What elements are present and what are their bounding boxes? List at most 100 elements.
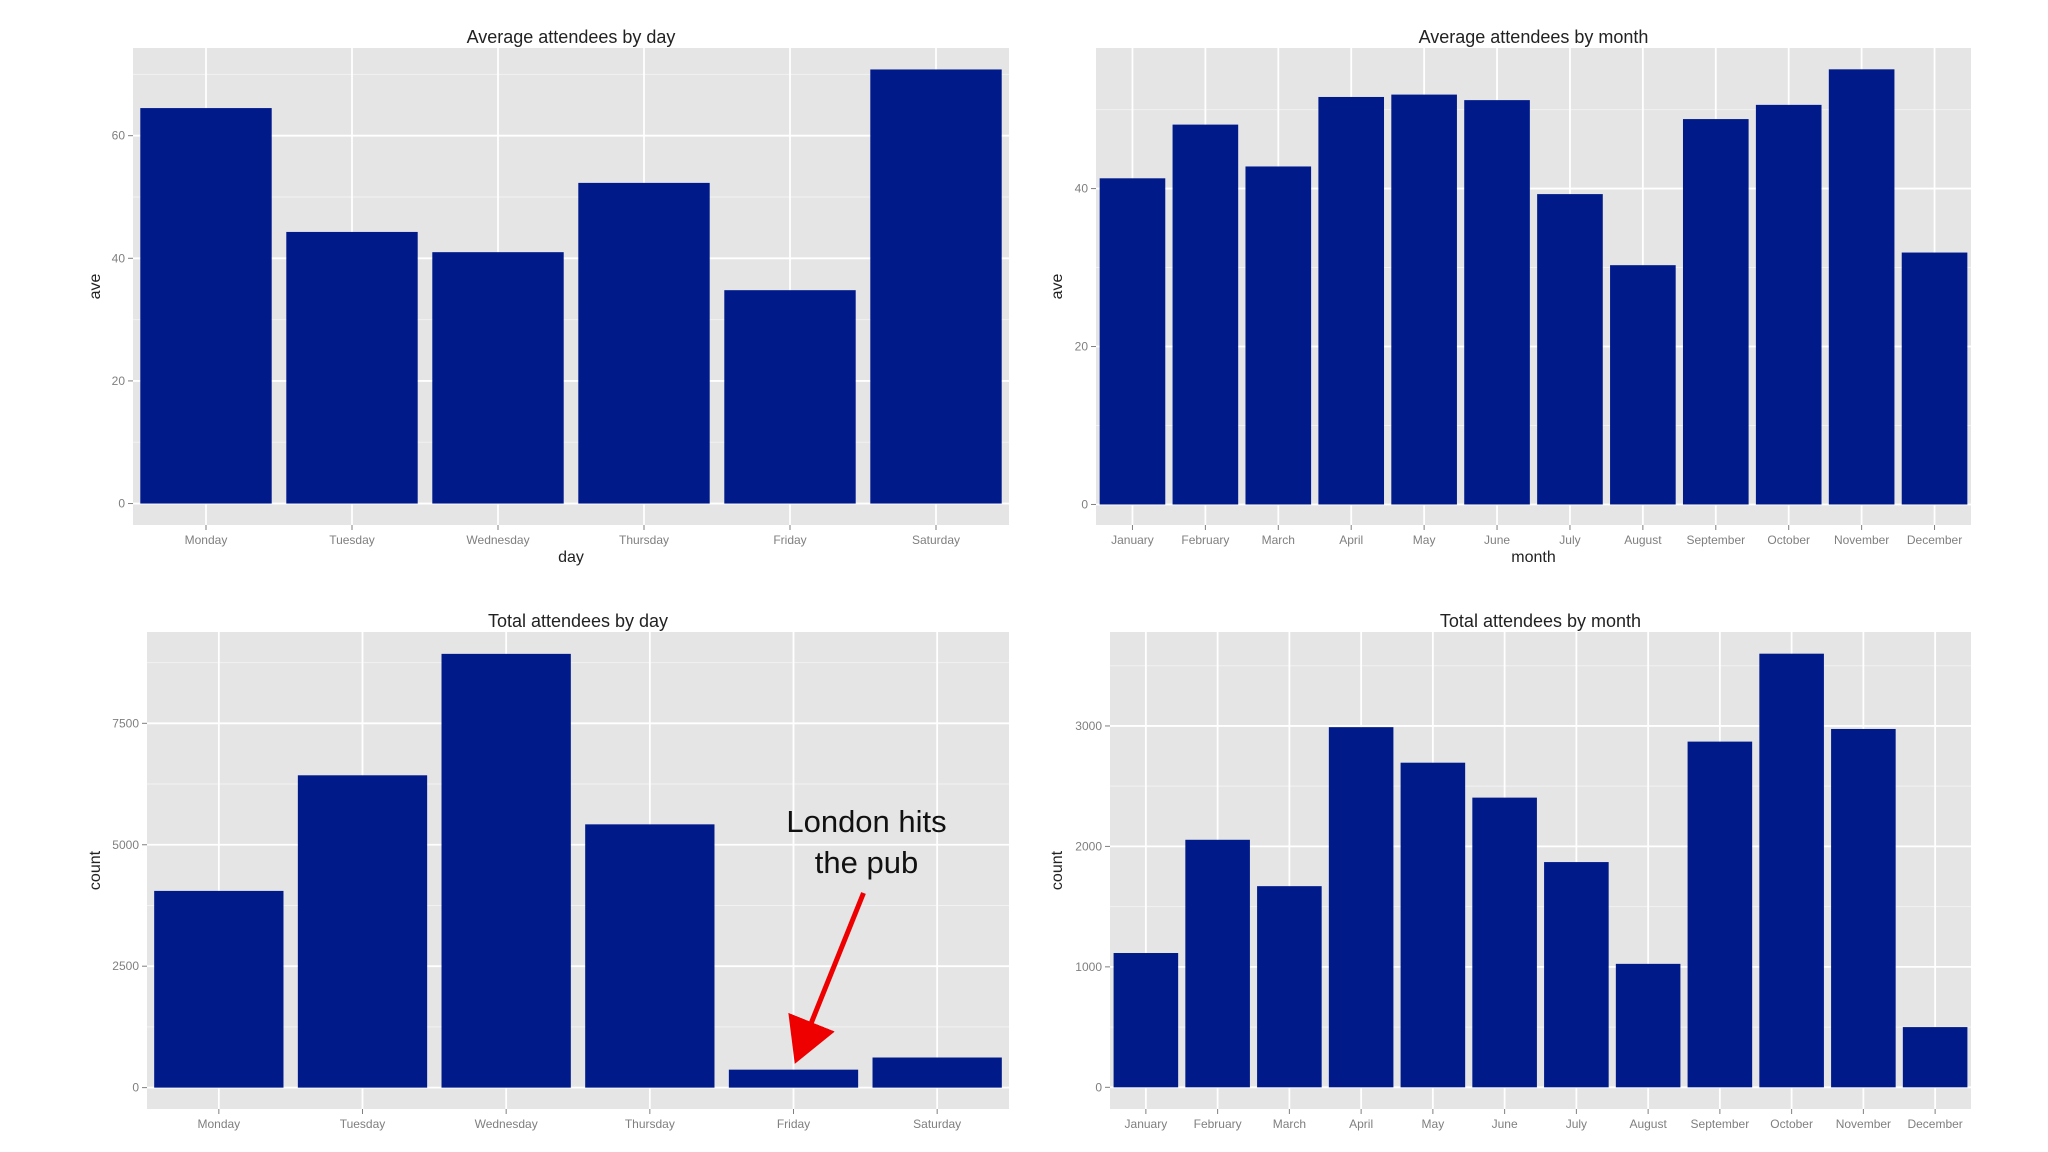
bar-december [1902,1027,1968,1088]
bar-friday [728,1069,859,1088]
x-tick-label: Saturday [912,533,960,547]
x-tick-label: August [1624,533,1662,547]
bar-thursday [585,824,715,1088]
x-tick-label: March [1262,533,1295,547]
bar-saturday [872,1057,1002,1088]
y-tick-label: 2000 [1075,839,1102,853]
x-tick-label: June [1484,533,1510,547]
x-tick-label: Friday [773,533,806,547]
x-tick-label: January [1125,1117,1168,1131]
chart-title: Average attendees by day [467,27,676,47]
x-tick-label: Wednesday [475,1117,538,1131]
x-tick-label: July [1559,533,1580,547]
y-tick-label: 5000 [112,838,139,852]
y-tick-label: 40 [112,251,126,265]
x-tick-label: July [1566,1117,1587,1131]
x-tick-label: May [1422,1117,1445,1131]
bar-november [1828,69,1895,505]
x-tick-label: Tuesday [340,1117,386,1131]
y-axis-label: ave [1049,274,1066,300]
bar-february [1172,124,1239,505]
bar-september [1682,119,1749,505]
x-axis-label: day [558,549,584,566]
x-tick-label: March [1273,1117,1306,1131]
x-tick-label: Monday [185,533,228,547]
bar-wednesday [441,653,571,1088]
x-tick-label: September [1691,1117,1750,1131]
x-tick-label: April [1349,1117,1373,1131]
bar-february [1185,839,1250,1088]
x-axis-label: month [1511,549,1555,566]
bar-april [1318,96,1385,505]
x-tick-label: January [1111,533,1154,547]
y-axis-label: ave [87,274,104,300]
x-tick-label: Friday [777,1117,810,1131]
x-tick-label: April [1339,533,1363,547]
x-tick-label: October [1770,1117,1813,1131]
bar-saturday [870,69,1002,504]
chart-avg-by-day: 0 20 40 60 Monday Tuesday Wednesday Thursday Fri… [87,27,1009,566]
bar-october [1759,653,1824,1088]
chart-title: Average attendees by month [1419,27,1649,47]
y-tick-label: 3000 [1075,719,1102,733]
bar-july [1537,194,1603,505]
y-tick-label: 60 [112,129,126,143]
chart-title: Total attendees by day [488,611,668,631]
y-tick-label: 0 [118,497,125,511]
y-tick-label: 40 [1075,182,1089,196]
bar-march [1257,886,1322,1088]
bar-september [1687,741,1753,1088]
annotation-text: the pub [815,845,918,880]
bar-thursday [578,182,710,504]
x-tick-label: November [1836,1117,1891,1131]
x-tick-label: Thursday [625,1117,675,1131]
bar-monday [154,890,284,1088]
bar-may [1400,762,1466,1088]
y-axis-label: count [1049,850,1066,890]
x-tick-label: Saturday [913,1117,961,1131]
y-tick-label: 20 [1075,340,1089,354]
annotation-arrow [788,892,866,1064]
x-tick-label: December [1907,1117,1962,1131]
bar-march [1245,166,1312,505]
plot-panel [1096,48,1971,525]
x-tick-label: Tuesday [329,533,375,547]
x-tick-label: October [1767,533,1810,547]
x-tick-label: February [1181,533,1229,547]
y-tick-label: 0 [132,1081,139,1095]
bar-january [1099,178,1166,505]
chart-avg-by-month: 0 20 40 January February March April May June Jul… [1049,27,1971,566]
bar-monday [140,108,272,504]
x-tick-label: November [1834,533,1889,547]
bar-august [1615,963,1681,1088]
plot-panel [133,48,1009,525]
bar-tuesday [297,775,428,1088]
bar-november [1831,728,1896,1088]
x-tick-label: Wednesday [466,533,529,547]
bar-december [1901,252,1968,505]
annotation-text: London hits [786,804,946,839]
y-tick-label: 0 [1095,1080,1102,1094]
chart-total-by-day: 0 2500 5000 7500 Monday Tuesday Wednesday Thurs… [87,611,1009,1131]
bar-april [1328,727,1394,1088]
x-tick-label: Thursday [619,533,669,547]
x-tick-label: June [1492,1117,1518,1131]
y-tick-label: 2500 [112,959,139,973]
bar-june [1472,797,1537,1088]
bar-may [1391,94,1457,505]
x-tick-label: August [1629,1117,1667,1131]
x-tick-label: May [1413,533,1436,547]
x-tick-label: February [1194,1117,1242,1131]
y-tick-label: 20 [112,374,126,388]
x-tick-label: Monday [197,1117,240,1131]
bar-august [1610,265,1676,505]
bar-january [1113,953,1179,1088]
plot-panel [1110,632,1971,1109]
bar-friday [724,290,856,504]
y-tick-label: 7500 [112,716,139,730]
x-tick-label: December [1907,533,1962,547]
bar-july [1544,862,1609,1088]
y-axis-label: count [87,850,104,890]
x-tick-label: September [1686,533,1745,547]
